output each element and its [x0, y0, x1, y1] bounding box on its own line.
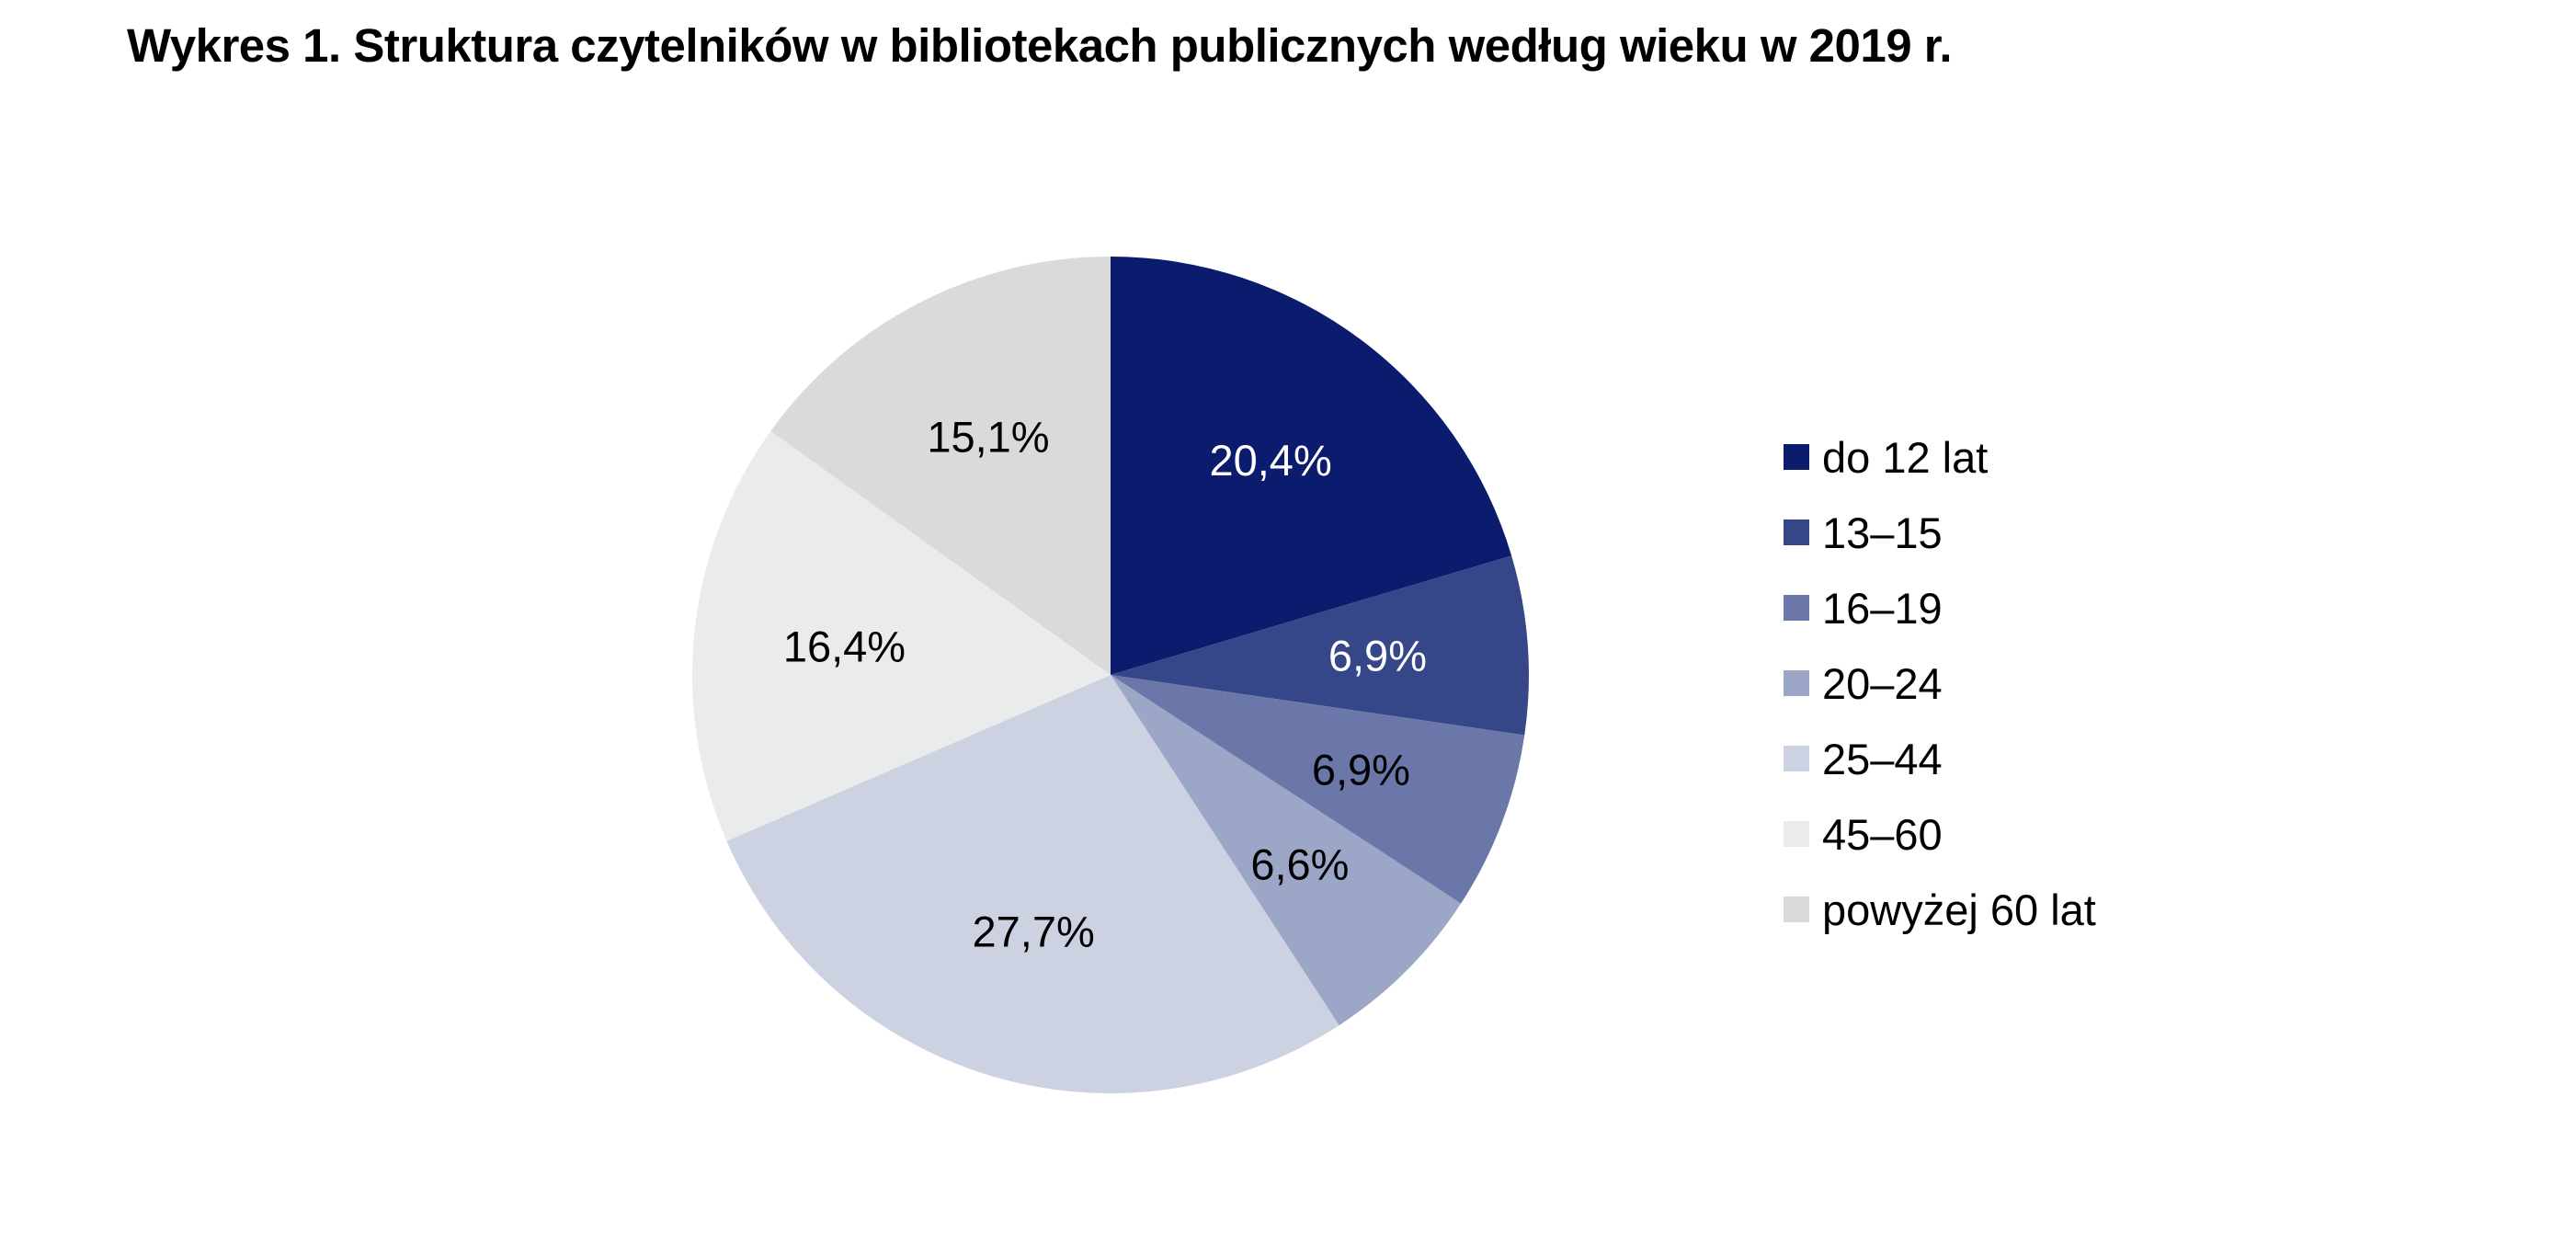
legend: do 12 lat 13–15 16–19 20–24 25–44 45–60 powyże…	[1784, 419, 2096, 947]
legend-label-3: 20–24	[1822, 658, 1943, 708]
legend-label-6: powyżej 60 lat	[1822, 885, 2096, 934]
legend-swatch-3	[1784, 670, 1809, 696]
slice-label-1: 6,9%	[1328, 631, 1427, 680]
pie-slice-3	[1111, 675, 1462, 1026]
pie-slice-4	[726, 675, 1339, 1093]
legend-label-0: do 12 lat	[1822, 432, 1989, 482]
legend-item-6: powyżej 60 lat	[1784, 872, 2096, 947]
pie-slice-1	[1111, 555, 1529, 736]
legend-swatch-0	[1784, 444, 1809, 470]
legend-swatch-6	[1784, 897, 1809, 922]
slice-label-5: 16,4%	[783, 622, 906, 670]
slice-label-2: 6,9%	[1312, 745, 1410, 794]
legend-item-0: do 12 lat	[1784, 419, 2096, 495]
legend-label-5: 45–60	[1822, 809, 1943, 859]
legend-label-4: 25–44	[1822, 734, 1943, 783]
pie-slice-5	[692, 430, 1111, 841]
slice-label-4: 27,7%	[972, 907, 1094, 955]
legend-swatch-1	[1784, 520, 1809, 545]
legend-label-2: 16–19	[1822, 583, 1943, 633]
pie-slice-0	[1111, 257, 1512, 675]
slice-label-6: 15,1%	[927, 412, 1049, 461]
slice-label-0: 20,4%	[1209, 436, 1331, 485]
legend-item-3: 20–24	[1784, 645, 2096, 721]
slice-label-3: 6,6%	[1250, 840, 1349, 888]
chart-title: Wykres 1. Struktura czytelników w biblio…	[127, 19, 1953, 72]
legend-item-1: 13–15	[1784, 495, 2096, 570]
legend-swatch-4	[1784, 746, 1809, 771]
legend-swatch-5	[1784, 821, 1809, 847]
legend-swatch-2	[1784, 595, 1809, 621]
legend-item-2: 16–19	[1784, 570, 2096, 645]
pie-slice-6	[770, 257, 1111, 675]
pie-slice-2	[1111, 675, 1525, 904]
legend-item-4: 25–44	[1784, 721, 2096, 796]
legend-label-1: 13–15	[1822, 508, 1943, 557]
legend-item-5: 45–60	[1784, 796, 2096, 872]
